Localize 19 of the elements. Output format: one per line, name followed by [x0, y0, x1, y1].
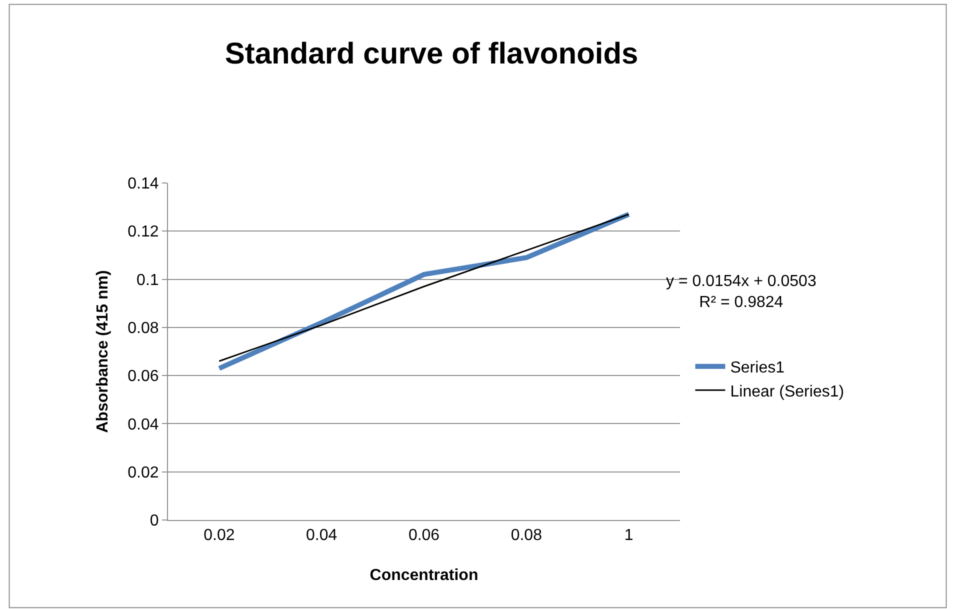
x-axis-title: Concentration: [370, 566, 478, 584]
x-tick-label: 1: [624, 527, 634, 544]
y-tick-label: 0.14: [128, 176, 159, 193]
y-tick-label: 0.1: [136, 272, 159, 289]
y-tick-label: 0: [150, 512, 159, 530]
x-tick-label: 0.04: [306, 527, 338, 544]
legend-label: Linear (Series1): [730, 383, 844, 400]
chart-title: Standard curve of flavonoids: [224, 38, 638, 71]
y-tick-label: 0.02: [128, 464, 159, 482]
x-tick-label: 0.02: [204, 527, 235, 544]
x-tick-label: 0.08: [510, 527, 542, 544]
y-axis-title: Absorbance (415 nm): [94, 270, 112, 433]
y-tick-label: 0.06: [128, 368, 159, 386]
y-tick-label: 0.08: [128, 320, 159, 338]
x-tick-label: 0.06: [408, 527, 440, 544]
legend-label: Series1: [730, 360, 785, 377]
y-tick-label: 0.12: [128, 224, 159, 241]
annotation: y = 0.0154x + 0.0503 R² = 0.9824: [666, 273, 816, 311]
y-tick-label: 0.04: [128, 416, 159, 434]
